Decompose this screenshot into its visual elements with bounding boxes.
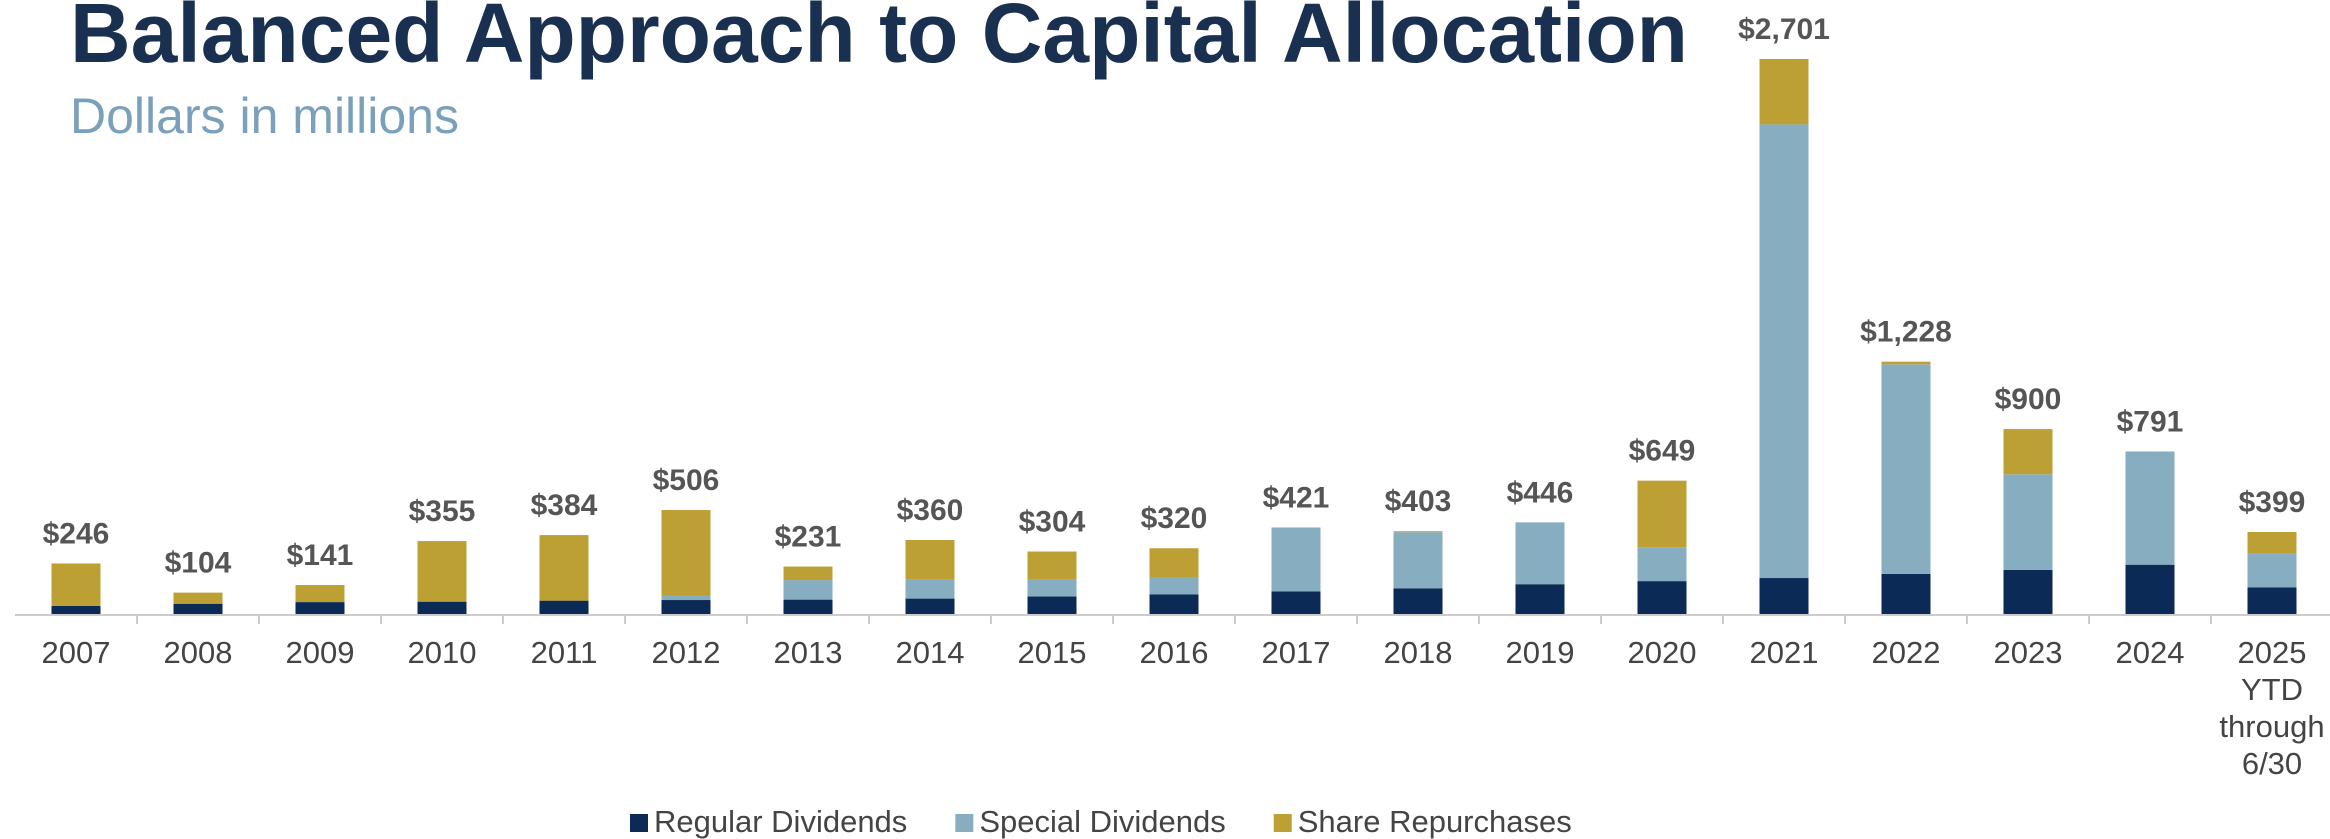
bar-segment [173, 603, 223, 614]
bar-segment [1027, 596, 1077, 614]
x-tick-label: 2010 [407, 635, 477, 670]
x-tick-label: 2022 [1871, 635, 1941, 670]
bar-segment [2003, 474, 2053, 570]
total-label: $421 [1263, 481, 1330, 514]
bar-segment [905, 540, 955, 580]
bar-segment [1759, 59, 1809, 125]
x-tick-label: 2021 [1749, 635, 1819, 670]
bar-segment [1271, 591, 1321, 614]
bar-segment [905, 598, 955, 614]
legend-label: Regular Dividends [654, 804, 907, 839]
total-label: $649 [1629, 435, 1696, 468]
bar-segment [1149, 577, 1199, 595]
total-label: $104 [165, 547, 232, 580]
bar-segment [1637, 480, 1687, 548]
total-label: $384 [531, 489, 598, 522]
x-tick-label: 2018 [1383, 635, 1453, 670]
x-tick-label: 2023 [1993, 635, 2063, 670]
legend-swatch [1273, 814, 1292, 832]
bar-segment [2003, 569, 2053, 614]
x-tick-label: 2007 [41, 635, 111, 670]
x-tick-label: 2008 [163, 635, 233, 670]
total-label: $231 [775, 520, 842, 553]
bar-segment [1027, 579, 1077, 597]
bar-segment [1515, 584, 1565, 614]
bar-segment [1637, 581, 1687, 614]
bar-segment [417, 601, 467, 614]
bar-segment [1515, 522, 1565, 585]
bar-segment [1393, 532, 1443, 589]
total-label: $403 [1385, 485, 1452, 518]
x-tick-label: 2015 [1017, 635, 1087, 670]
x-tick-label: 2009 [285, 635, 355, 670]
bar-segment [2247, 587, 2297, 614]
total-label: $320 [1141, 502, 1208, 535]
legend-swatch [955, 814, 974, 832]
total-label: $2,701 [1738, 13, 1830, 46]
bar-segment [1149, 548, 1199, 578]
chart-title: Balanced Approach to Capital Allocation [70, 0, 1688, 80]
bar-segment [661, 510, 711, 596]
bar-segment [417, 541, 467, 602]
legend-label: Special Dividends [979, 804, 1225, 839]
total-label: $360 [897, 494, 964, 527]
bar-segment [2003, 429, 2053, 475]
total-label: $355 [409, 495, 476, 528]
bar-segment [1881, 361, 1931, 365]
bar-segment [783, 566, 833, 581]
bar-segment [1759, 578, 1809, 614]
bar-segment [1393, 588, 1443, 614]
x-tick-label: 2017 [1261, 635, 1331, 670]
x-tick-label: 2013 [773, 635, 843, 670]
total-label: $791 [2117, 405, 2184, 438]
bar-segment [1759, 124, 1809, 579]
bar-segment [1393, 531, 1443, 533]
bar-segment [295, 585, 345, 603]
bar-segment [51, 605, 101, 614]
x-tick-label: 2016 [1139, 635, 1209, 670]
x-tick-label: 2024 [2115, 635, 2185, 670]
total-label: $900 [1995, 383, 2062, 416]
total-label: $506 [653, 464, 720, 497]
total-label: $1,228 [1860, 316, 1952, 349]
x-tick-label: 2011 [530, 635, 598, 670]
total-label: $304 [1019, 505, 1086, 538]
legend-label: Share Repurchases [1298, 804, 1572, 839]
legend-swatch [630, 814, 648, 832]
bar-segment [905, 579, 955, 599]
total-label: $141 [287, 539, 354, 572]
bar-segment [661, 600, 711, 614]
x-tick-label: 2012 [651, 635, 721, 670]
bar-segment [1027, 551, 1077, 580]
bar-segment [2247, 553, 2297, 588]
bar-segment [1271, 527, 1321, 592]
total-label: $446 [1507, 476, 1574, 509]
bar-segment [1149, 594, 1199, 614]
bar-segment [539, 600, 589, 614]
bar-segment [539, 535, 589, 601]
bar-segment [1881, 573, 1931, 614]
x-tick-label: 2014 [895, 635, 965, 670]
x-tick-label: 2019 [1505, 635, 1575, 670]
bar-segment [1881, 364, 1931, 574]
bar-segment [173, 592, 223, 604]
bar-segment [295, 602, 345, 614]
x-tick-label: 2025 YTD through 6/30 [2219, 635, 2325, 781]
bar-segment [2125, 451, 2175, 565]
total-label: $246 [43, 517, 110, 550]
bar-segment [1637, 547, 1687, 582]
total-label: $399 [2239, 486, 2306, 519]
bar-segment [783, 599, 833, 614]
x-tick-label: 2020 [1627, 635, 1697, 670]
chart-subtitle: Dollars in millions [70, 88, 459, 144]
bar-segment [783, 580, 833, 600]
bar-segment [661, 595, 711, 601]
bar-segment [2125, 564, 2175, 614]
bar-segment [51, 563, 101, 606]
bar-segment [2247, 532, 2297, 554]
